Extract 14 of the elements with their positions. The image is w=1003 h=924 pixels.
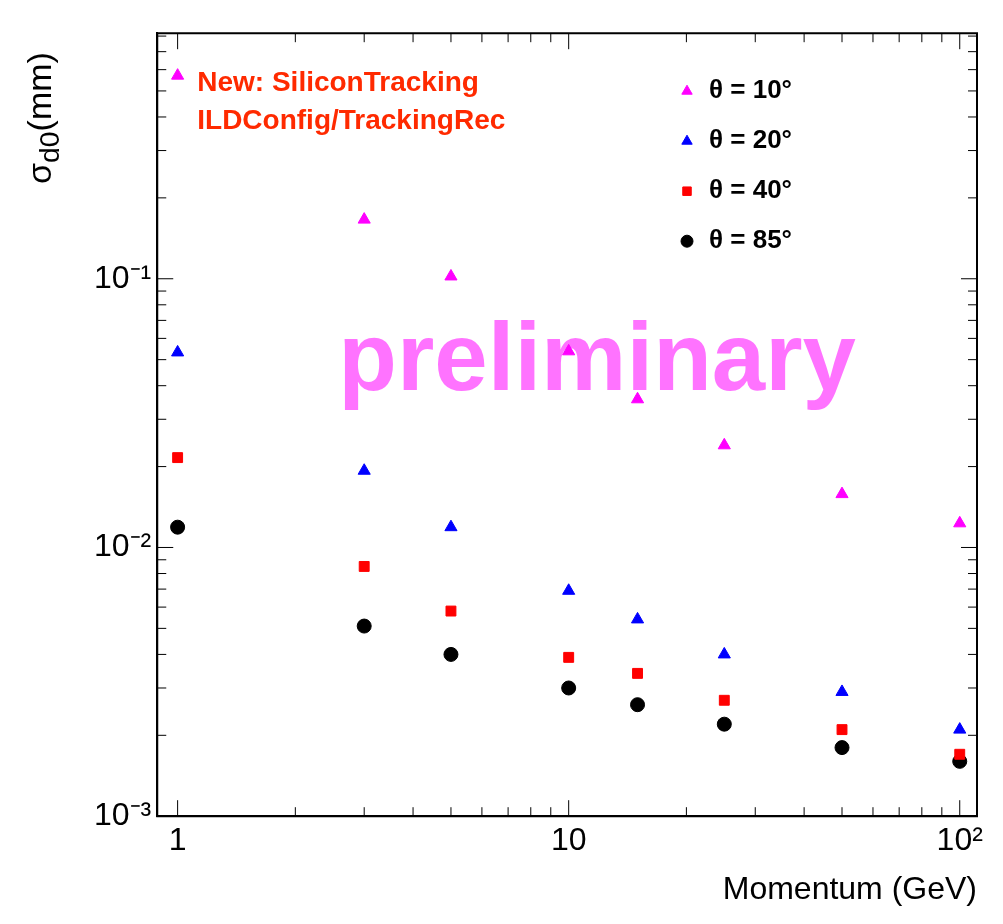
annotation: ILDConfig/TrackingRec	[197, 103, 506, 135]
x-axis-title: Momentum (GeV)	[722, 869, 977, 906]
annotation: New: SiliconTracking	[197, 65, 479, 97]
legend-label: θ = 85°	[709, 224, 793, 255]
x-tick-label: 10²	[936, 821, 984, 858]
y-tick-label: 10⁻³	[94, 796, 152, 833]
y-tick-label: 10⁻²	[94, 527, 152, 564]
y-tick-label: 10⁻¹	[94, 258, 152, 295]
x-tick-label: 1	[168, 821, 187, 858]
annotation: preliminary	[338, 302, 856, 410]
legend-label: θ = 20°	[709, 124, 793, 155]
legend-label: θ = 10°	[709, 74, 793, 105]
x-tick-label: 10	[550, 821, 587, 858]
legend-label: θ = 40°	[709, 174, 793, 205]
